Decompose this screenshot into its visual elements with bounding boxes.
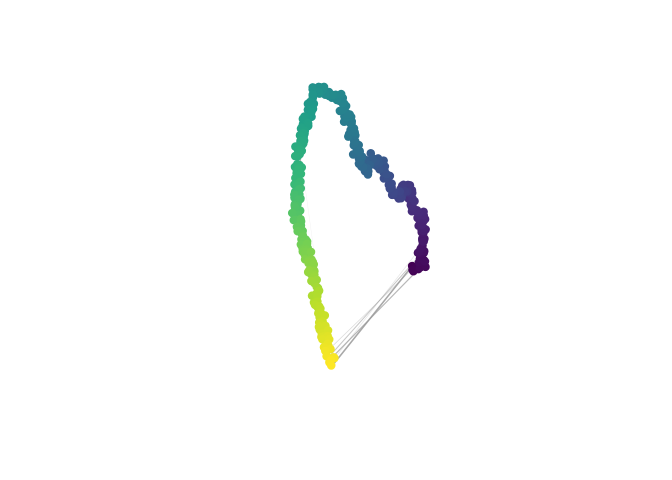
graph-node	[416, 244, 426, 253]
graph-node	[326, 361, 336, 370]
graph-node	[306, 247, 316, 257]
graph-edge	[331, 264, 423, 359]
graph-node	[290, 151, 300, 161]
graph-node	[418, 237, 428, 246]
graph-edge	[327, 259, 423, 351]
graph-node	[308, 89, 318, 99]
graph-node	[307, 276, 316, 286]
graph-edge	[332, 248, 421, 361]
edges-layer	[292, 86, 426, 366]
graph-node	[287, 208, 297, 218]
graph-edge	[329, 253, 422, 356]
nodes-layer	[287, 82, 430, 370]
